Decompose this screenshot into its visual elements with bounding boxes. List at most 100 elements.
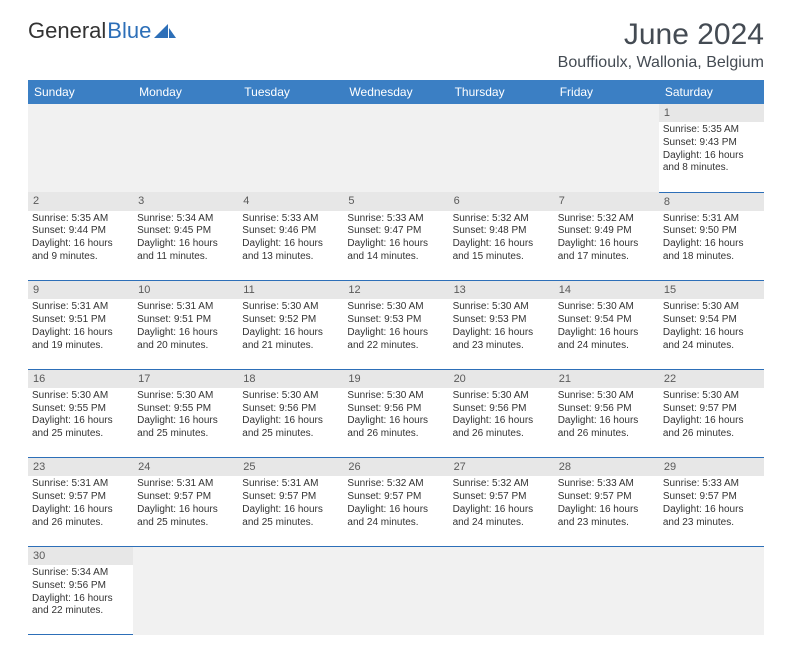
day-number-cell xyxy=(343,104,448,122)
day-details: Sunrise: 5:32 AMSunset: 9:49 PMDaylight:… xyxy=(558,213,655,264)
day-details: Sunrise: 5:35 AMSunset: 9:43 PMDaylight:… xyxy=(663,124,760,175)
title-block: June 2024 Bouffioulx, Wallonia, Belgium xyxy=(558,18,764,72)
day-details-cell xyxy=(238,565,343,635)
day-number-cell: 8 xyxy=(659,192,764,211)
day-details: Sunrise: 5:33 AMSunset: 9:47 PMDaylight:… xyxy=(347,213,444,264)
day-details: Sunrise: 5:30 AMSunset: 9:53 PMDaylight:… xyxy=(453,301,550,352)
day-details-cell: Sunrise: 5:31 AMSunset: 9:50 PMDaylight:… xyxy=(659,211,764,281)
weekday-header: Monday xyxy=(133,80,238,104)
day-number-cell xyxy=(554,546,659,565)
day-number-cell: 5 xyxy=(343,192,448,211)
day-details-cell: Sunrise: 5:32 AMSunset: 9:57 PMDaylight:… xyxy=(449,476,554,546)
weekday-header: Thursday xyxy=(449,80,554,104)
day-details-cell: Sunrise: 5:31 AMSunset: 9:57 PMDaylight:… xyxy=(238,476,343,546)
weekday-header: Friday xyxy=(554,80,659,104)
weekday-header-row: Sunday Monday Tuesday Wednesday Thursday… xyxy=(28,80,764,104)
day-details: Sunrise: 5:30 AMSunset: 9:53 PMDaylight:… xyxy=(347,301,444,352)
day-details-cell: Sunrise: 5:30 AMSunset: 9:55 PMDaylight:… xyxy=(28,388,133,458)
weekday-header: Wednesday xyxy=(343,80,448,104)
day-details-cell: Sunrise: 5:30 AMSunset: 9:56 PMDaylight:… xyxy=(449,388,554,458)
day-details-cell: Sunrise: 5:33 AMSunset: 9:46 PMDaylight:… xyxy=(238,211,343,281)
day-number-cell: 7 xyxy=(554,192,659,211)
logo-sail-icon xyxy=(154,24,176,40)
location: Bouffioulx, Wallonia, Belgium xyxy=(558,54,764,72)
day-details-cell: Sunrise: 5:30 AMSunset: 9:55 PMDaylight:… xyxy=(133,388,238,458)
day-details: Sunrise: 5:31 AMSunset: 9:57 PMDaylight:… xyxy=(242,478,339,529)
day-number-row: 2345678 xyxy=(28,192,764,211)
day-number-row: 23242526272829 xyxy=(28,458,764,477)
day-details-cell: Sunrise: 5:30 AMSunset: 9:54 PMDaylight:… xyxy=(554,299,659,369)
day-number-cell: 22 xyxy=(659,369,764,388)
day-details: Sunrise: 5:31 AMSunset: 9:51 PMDaylight:… xyxy=(32,301,129,352)
day-details-cell: Sunrise: 5:35 AMSunset: 9:44 PMDaylight:… xyxy=(28,211,133,281)
day-number-cell: 4 xyxy=(238,192,343,211)
day-details-cell xyxy=(28,122,133,192)
day-details: Sunrise: 5:33 AMSunset: 9:57 PMDaylight:… xyxy=(558,478,655,529)
month-title: June 2024 xyxy=(558,18,764,52)
day-number-cell: 26 xyxy=(343,458,448,477)
day-details: Sunrise: 5:30 AMSunset: 9:56 PMDaylight:… xyxy=(453,390,550,441)
day-number-cell: 18 xyxy=(238,369,343,388)
day-details-cell xyxy=(343,122,448,192)
day-details-cell: Sunrise: 5:30 AMSunset: 9:54 PMDaylight:… xyxy=(659,299,764,369)
day-details-cell: Sunrise: 5:30 AMSunset: 9:56 PMDaylight:… xyxy=(554,388,659,458)
day-details-cell: Sunrise: 5:33 AMSunset: 9:47 PMDaylight:… xyxy=(343,211,448,281)
day-details-cell: Sunrise: 5:35 AMSunset: 9:43 PMDaylight:… xyxy=(659,122,764,192)
day-details: Sunrise: 5:30 AMSunset: 9:57 PMDaylight:… xyxy=(663,390,760,441)
day-details: Sunrise: 5:30 AMSunset: 9:56 PMDaylight:… xyxy=(242,390,339,441)
day-number-cell: 19 xyxy=(343,369,448,388)
day-number-cell xyxy=(133,104,238,122)
day-details-cell: Sunrise: 5:30 AMSunset: 9:53 PMDaylight:… xyxy=(343,299,448,369)
day-details-cell xyxy=(133,122,238,192)
day-details-cell: Sunrise: 5:30 AMSunset: 9:57 PMDaylight:… xyxy=(659,388,764,458)
day-details: Sunrise: 5:33 AMSunset: 9:57 PMDaylight:… xyxy=(663,478,760,529)
day-number-cell: 24 xyxy=(133,458,238,477)
day-details-cell: Sunrise: 5:32 AMSunset: 9:57 PMDaylight:… xyxy=(343,476,448,546)
day-number-cell: 20 xyxy=(449,369,554,388)
day-details-cell xyxy=(449,565,554,635)
day-number-cell: 9 xyxy=(28,281,133,300)
day-details-row: Sunrise: 5:31 AMSunset: 9:51 PMDaylight:… xyxy=(28,299,764,369)
day-details-cell xyxy=(133,565,238,635)
day-details-row: Sunrise: 5:31 AMSunset: 9:57 PMDaylight:… xyxy=(28,476,764,546)
day-number-cell: 21 xyxy=(554,369,659,388)
day-details: Sunrise: 5:31 AMSunset: 9:57 PMDaylight:… xyxy=(32,478,129,529)
day-number-cell: 3 xyxy=(133,192,238,211)
day-details: Sunrise: 5:30 AMSunset: 9:54 PMDaylight:… xyxy=(663,301,760,352)
day-details: Sunrise: 5:33 AMSunset: 9:46 PMDaylight:… xyxy=(242,213,339,264)
day-details-row: Sunrise: 5:35 AMSunset: 9:43 PMDaylight:… xyxy=(28,122,764,192)
day-details: Sunrise: 5:31 AMSunset: 9:57 PMDaylight:… xyxy=(137,478,234,529)
day-details-row: Sunrise: 5:30 AMSunset: 9:55 PMDaylight:… xyxy=(28,388,764,458)
day-number-cell: 17 xyxy=(133,369,238,388)
day-details: Sunrise: 5:30 AMSunset: 9:55 PMDaylight:… xyxy=(32,390,129,441)
logo: GeneralBlue xyxy=(28,18,176,44)
day-details-row: Sunrise: 5:34 AMSunset: 9:56 PMDaylight:… xyxy=(28,565,764,635)
weekday-header: Sunday xyxy=(28,80,133,104)
day-number-row: 30 xyxy=(28,546,764,565)
logo-text-2: Blue xyxy=(107,18,151,44)
day-number-cell: 30 xyxy=(28,546,133,565)
day-details-cell: Sunrise: 5:30 AMSunset: 9:56 PMDaylight:… xyxy=(343,388,448,458)
day-number-cell: 28 xyxy=(554,458,659,477)
day-number-cell: 29 xyxy=(659,458,764,477)
day-details-cell: Sunrise: 5:32 AMSunset: 9:49 PMDaylight:… xyxy=(554,211,659,281)
day-number-cell: 6 xyxy=(449,192,554,211)
day-details-cell: Sunrise: 5:34 AMSunset: 9:45 PMDaylight:… xyxy=(133,211,238,281)
day-details-cell xyxy=(238,122,343,192)
day-number-cell xyxy=(28,104,133,122)
day-details-cell xyxy=(343,565,448,635)
day-details: Sunrise: 5:34 AMSunset: 9:56 PMDaylight:… xyxy=(32,567,129,618)
day-number-cell xyxy=(133,546,238,565)
day-number-cell: 10 xyxy=(133,281,238,300)
day-details: Sunrise: 5:30 AMSunset: 9:52 PMDaylight:… xyxy=(242,301,339,352)
header: GeneralBlue June 2024 Bouffioulx, Wallon… xyxy=(28,18,764,72)
day-details-cell: Sunrise: 5:30 AMSunset: 9:56 PMDaylight:… xyxy=(238,388,343,458)
day-details: Sunrise: 5:34 AMSunset: 9:45 PMDaylight:… xyxy=(137,213,234,264)
day-number-cell: 15 xyxy=(659,281,764,300)
day-number-row: 16171819202122 xyxy=(28,369,764,388)
day-number-cell xyxy=(449,546,554,565)
day-number-cell: 25 xyxy=(238,458,343,477)
day-number-cell: 14 xyxy=(554,281,659,300)
day-number-cell: 16 xyxy=(28,369,133,388)
day-number-cell xyxy=(449,104,554,122)
